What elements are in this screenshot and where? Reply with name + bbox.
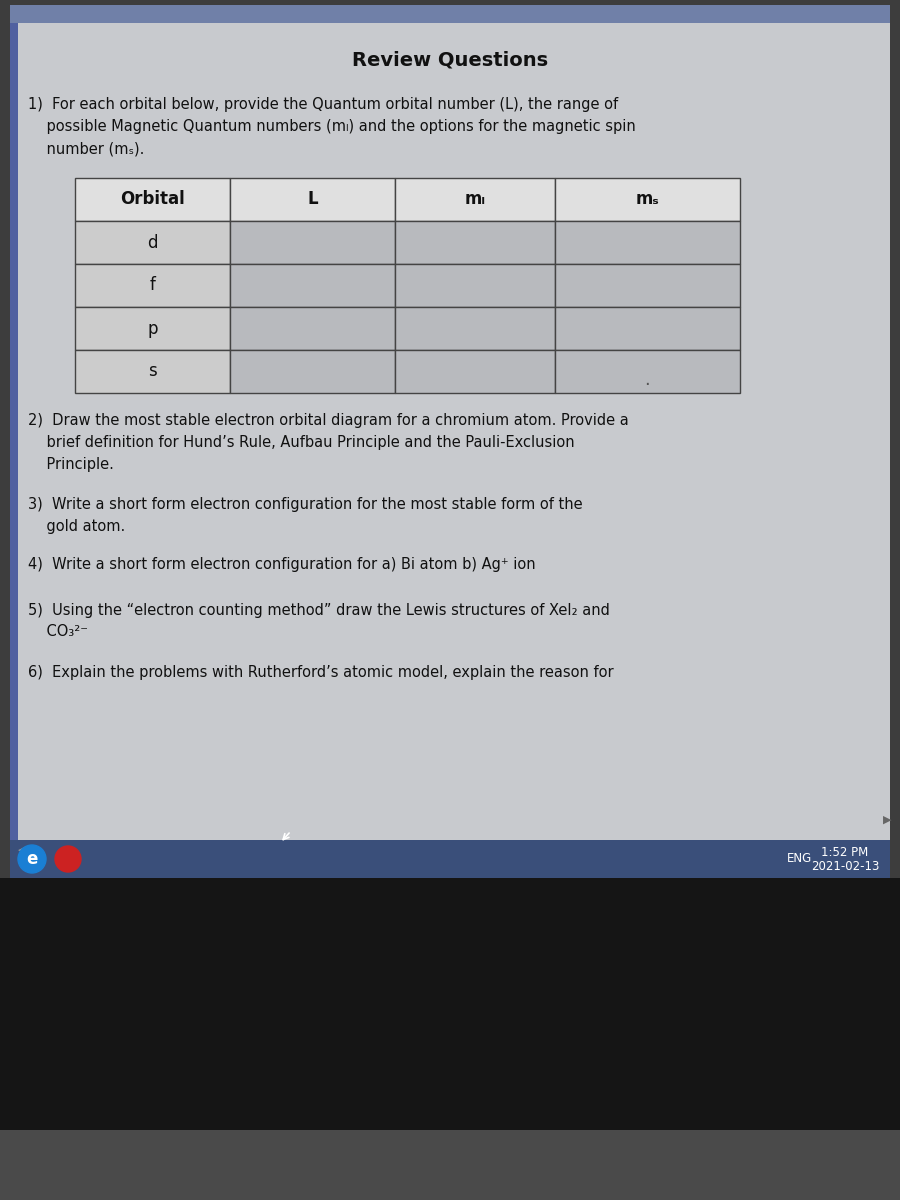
Text: brief definition for Hund’s Rule, Aufbau Principle and the Pauli-Exclusion: brief definition for Hund’s Rule, Aufbau… [28, 436, 574, 450]
Text: gold atom.: gold atom. [28, 520, 125, 534]
Bar [230, 350, 395, 392]
Text: ◀: ◀ [18, 845, 26, 854]
Bar [555, 350, 740, 392]
Text: p: p [148, 319, 157, 337]
Text: 4)  Write a short form electron configuration for a) Bi atom b) Ag⁺ ion: 4) Write a short form electron configura… [28, 558, 536, 572]
Bar [75, 221, 230, 264]
Bar [10, 5, 890, 23]
Text: s: s [148, 362, 157, 380]
Text: d: d [148, 234, 157, 252]
Bar [75, 350, 230, 392]
Text: 2021-02-13: 2021-02-13 [811, 859, 879, 872]
Text: ▶: ▶ [883, 815, 891, 826]
Text: Orbital: Orbital [120, 191, 184, 209]
Bar [395, 350, 555, 392]
Text: f: f [149, 276, 156, 294]
Text: 3)  Write a short form electron configuration for the most stable form of the: 3) Write a short form electron configura… [28, 498, 582, 512]
Circle shape [55, 846, 81, 872]
Bar [10, 840, 890, 878]
Text: 1)  For each orbital below, provide the Quantum orbital number (L), the range of: 1) For each orbital below, provide the Q… [28, 97, 618, 113]
Text: mₗ: mₗ [464, 191, 485, 209]
Bar [75, 264, 230, 307]
Bar [10, 23, 18, 874]
Bar [10, 5, 890, 874]
Bar [555, 178, 740, 221]
Bar [18, 23, 890, 874]
Bar [230, 307, 395, 350]
Text: number (mₛ).: number (mₛ). [28, 142, 144, 156]
Text: ▼: ▼ [19, 856, 25, 864]
Text: 5)  Using the “electron counting method” draw the Lewis structures of XeI₂ and: 5) Using the “electron counting method” … [28, 602, 610, 618]
Text: 6)  Explain the problems with Rutherford’s atomic model, explain the reason for: 6) Explain the problems with Rutherford’… [28, 665, 614, 679]
Bar [395, 264, 555, 307]
Text: ENG: ENG [788, 852, 813, 865]
Text: Review Questions: Review Questions [352, 50, 548, 70]
Text: CO₃²⁻: CO₃²⁻ [28, 624, 88, 640]
Bar [230, 221, 395, 264]
Bar [395, 221, 555, 264]
Bar [75, 178, 230, 221]
Bar [395, 307, 555, 350]
Text: Principle.: Principle. [28, 457, 114, 473]
Bar [0, 1130, 900, 1200]
Bar [555, 307, 740, 350]
Text: 1:52 PM: 1:52 PM [822, 846, 868, 858]
Bar [555, 264, 740, 307]
Text: e: e [26, 850, 38, 868]
Bar [230, 264, 395, 307]
Bar [230, 178, 395, 221]
Circle shape [18, 845, 46, 874]
Bar [395, 178, 555, 221]
Bar [555, 221, 740, 264]
Bar [0, 878, 900, 1200]
Text: possible Magnetic Quantum numbers (mₗ) and the options for the magnetic spin: possible Magnetic Quantum numbers (mₗ) a… [28, 120, 635, 134]
Text: L: L [307, 191, 318, 209]
Text: .: . [644, 371, 651, 389]
Text: 2)  Draw the most stable electron orbital diagram for a chromium atom. Provide a: 2) Draw the most stable electron orbital… [28, 414, 629, 428]
Text: mₛ: mₛ [635, 191, 660, 209]
Bar [75, 307, 230, 350]
